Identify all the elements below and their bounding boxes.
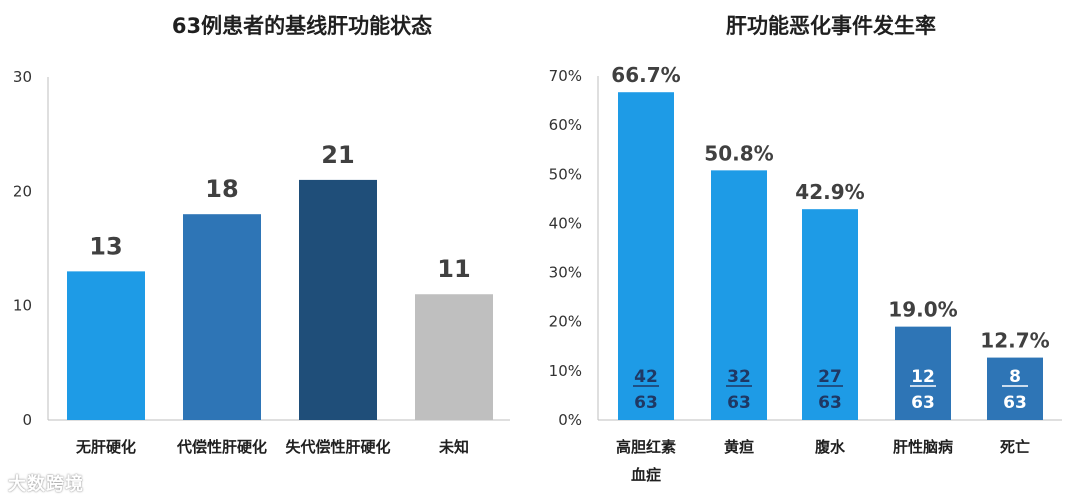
chart-2-data-label: 19.0%: [888, 298, 957, 322]
chart-2-data-label: 66.7%: [611, 63, 680, 87]
chart-1-category-label: 失代偿性肝硬化: [285, 438, 390, 456]
chart-2-fraction-denominator: 63: [911, 393, 935, 413]
chart-2-y-tick-label: 30%: [549, 264, 582, 282]
chart-2-y-tick-label: 40%: [549, 214, 582, 232]
chart-1-y-tick-label: 0: [22, 411, 32, 429]
chart-2-title: 肝功能恶化事件发生率: [726, 14, 936, 38]
chart-2-data-label: 12.7%: [980, 329, 1049, 353]
chart-2-category-label: 腹水: [815, 438, 846, 456]
chart-2-category-label: 高胆红素: [616, 438, 676, 456]
chart-2-fraction-denominator: 63: [727, 393, 751, 413]
chart-2-y-tick-label: 60%: [549, 116, 582, 134]
chart-2-category-label: 血症: [631, 466, 661, 484]
chart-1-bar: [415, 294, 493, 420]
chart-2-y-tick-label: 50%: [549, 165, 582, 183]
chart-2-category-label: 黄疸: [724, 438, 754, 456]
chart-2-y-tick-label: 20%: [549, 313, 582, 331]
chart-1-y-tick-label: 30: [13, 68, 32, 86]
chart-2-fraction-denominator: 63: [634, 393, 658, 413]
chart-2-data-label: 50.8%: [704, 141, 773, 165]
chart-2-fraction-numerator: 27: [818, 367, 842, 387]
chart-2-fraction-numerator: 12: [911, 367, 935, 387]
chart-2-bar: [895, 326, 951, 420]
chart-1-data-label: 18: [205, 175, 238, 203]
chart-2-bar: [618, 92, 674, 421]
chart-2-data-label: 42.9%: [795, 180, 864, 204]
chart-2-fraction-numerator: 42: [634, 367, 658, 387]
watermark-logo: 大数跨境: [8, 474, 84, 495]
chart-1-category-label: 无肝硬化: [75, 438, 136, 456]
chart-1-y-tick-label: 20: [13, 182, 32, 200]
chart-2-bar: [711, 170, 767, 420]
chart-2-fraction-numerator: 8: [1009, 367, 1021, 387]
chart-1-data-label: 11: [437, 255, 470, 283]
chart-2-fraction-numerator: 32: [727, 367, 751, 387]
chart-1-title: 63例患者的基线肝功能状态: [172, 14, 432, 38]
chart-1-category-label: 未知: [438, 438, 469, 456]
chart-1-bar: [299, 179, 377, 420]
chart-2-y-tick-label: 10%: [549, 362, 582, 380]
chart-2-fraction-denominator: 63: [1003, 393, 1027, 413]
chart-1-y-tick-label: 10: [13, 297, 32, 315]
chart-2-category-label: 死亡: [1000, 438, 1030, 456]
chart-2-category-label: 肝性脑病: [893, 438, 953, 456]
chart-1-category-label: 代偿性肝硬化: [176, 438, 267, 456]
chart-1-data-label: 21: [321, 141, 354, 169]
chart-2-bar: [802, 209, 858, 420]
chart-2-y-tick-label: 70%: [549, 67, 582, 85]
chart-2-bar: [987, 357, 1043, 420]
chart-2-fraction-denominator: 63: [818, 393, 842, 413]
chart-1-bar: [67, 271, 145, 420]
chart-1-bar: [183, 214, 261, 420]
chart-1-data-label: 13: [89, 232, 122, 260]
chart-2-y-tick-label: 0%: [558, 411, 582, 429]
